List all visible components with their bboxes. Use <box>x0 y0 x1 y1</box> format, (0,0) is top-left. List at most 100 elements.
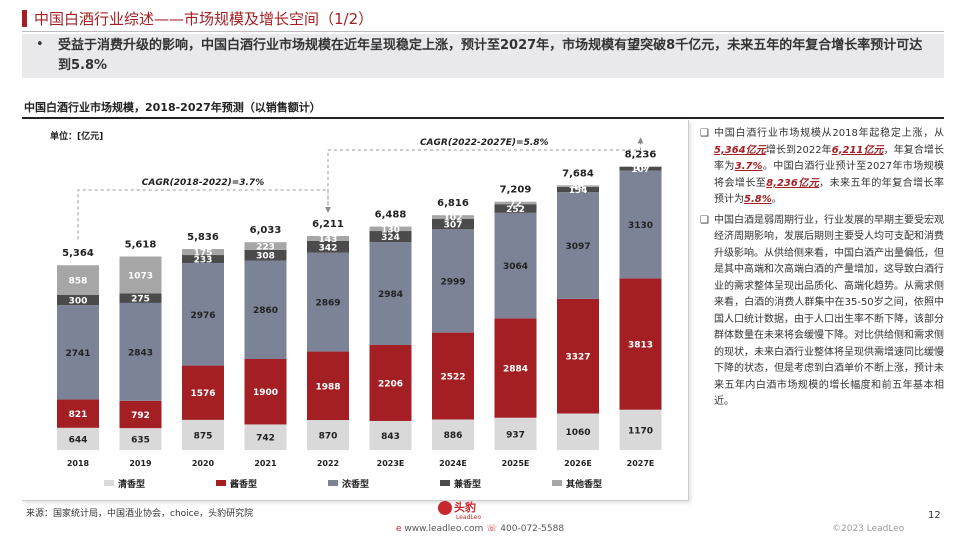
data-label: 130 <box>381 225 400 235</box>
x-tick-label: 2021 <box>254 459 277 468</box>
bar-segment <box>244 424 287 450</box>
bar-segment <box>369 231 412 243</box>
checkbox-icon: ❑ <box>700 128 709 139</box>
data-label: 2869 <box>315 299 340 309</box>
highlight-value: 5,364亿元 <box>714 144 766 156</box>
legend: 清香型 酱香型 浓香型 兼香型 其他香型 <box>104 478 602 490</box>
total-label: 6,211 <box>312 219 344 230</box>
data-label: 2976 <box>190 311 215 321</box>
data-label: 308 <box>256 252 275 262</box>
data-label: 1900 <box>253 388 278 398</box>
totals-layer: 5,364 5,618 5,836 6,033 6,211 6,488 6,816 7,209… <box>62 149 656 259</box>
bar-segment <box>119 428 162 450</box>
legend-label: 清香型 <box>118 478 145 490</box>
bar-segment <box>432 332 474 420</box>
title-accent-bar <box>22 10 27 27</box>
bar-segment <box>432 218 474 230</box>
data-label: 223 <box>256 243 275 253</box>
note-text: ，年复合增长率为 <box>714 144 945 173</box>
legend-swatch <box>440 480 450 486</box>
x-tick-label: 2020 <box>192 459 215 468</box>
copyright: ©2023 LeadLeo <box>832 524 905 534</box>
data-label: 154 <box>569 186 588 196</box>
data-label: 2522 <box>440 373 465 383</box>
data-label: 143 <box>319 235 338 245</box>
cagr-bracket <box>327 137 644 211</box>
x-tick-label: 2019 <box>129 459 152 468</box>
side-note-2: ❑ 中国白酒是弱周期行业，行业发展的早期主要受宏观经济周期影响，发展后期则主要受人… <box>700 213 944 411</box>
bar-segment <box>432 229 474 333</box>
bar-segment <box>494 201 537 205</box>
data-label: 821 <box>69 410 88 420</box>
x-tick-label: 2027E <box>627 459 655 468</box>
bar-segment <box>57 294 99 306</box>
data-label: 2741 <box>65 349 90 359</box>
x-tick-label: 2024E <box>439 459 467 468</box>
data-label: 635 <box>131 436 150 446</box>
data-label: 300 <box>69 296 88 306</box>
legend-label: 兼香型 <box>453 478 481 490</box>
highlight-value: 6,211亿元 <box>831 144 884 156</box>
legend-swatch <box>216 480 226 486</box>
cagr-label: CAGR(2022-2027E)=5.8% <box>420 138 549 148</box>
note-text: 。中国白酒行业预计至2027年市场规模将会增长至 <box>714 161 945 189</box>
note-text: ，未来五年的年复合增长率预计为 <box>714 177 944 206</box>
data-label: 2843 <box>128 348 153 358</box>
legend-label: 浓香型 <box>342 478 369 490</box>
bar-segment <box>557 192 599 299</box>
data-label: 233 <box>194 256 213 266</box>
total-label: 7,209 <box>500 185 532 196</box>
data-label: 72 <box>509 199 522 209</box>
x-tick-label: 2022 <box>317 459 339 468</box>
data-label: 3097 <box>565 242 590 252</box>
bar-segment <box>307 252 349 352</box>
summary-text: 受益于消费升级的影响，中国白酒行业市场规模在近年呈现稳定上涨，预计至2027年，… <box>58 38 923 73</box>
bar-segment <box>182 419 224 450</box>
note-text: 中国白酒行业市场规模从2018年起稳定上涨，从 <box>714 128 944 139</box>
title-divider <box>22 31 944 32</box>
page-title: 中国白酒行业综述——市场规模及增长空间（1/2） <box>34 10 374 28</box>
data-label: 324 <box>381 233 400 243</box>
website-link[interactable]: www.leadleo.com <box>404 524 484 534</box>
data-label: 46 <box>572 183 585 193</box>
total-label: 8,236 <box>625 149 657 160</box>
bar-segment <box>557 186 599 193</box>
total-label: 5,364 <box>62 248 94 259</box>
logo-text-en: LeadLeo <box>456 514 482 521</box>
x-tick-label: 2025E <box>502 459 530 468</box>
data-label: 3064 <box>503 262 528 272</box>
note-text: 中国白酒是弱周期行业，行业发展的早期主要受宏观经济周期影响，发展后期则主要受人均… <box>714 214 944 408</box>
data-label: 2984 <box>378 290 403 300</box>
chart-title-rule <box>22 117 944 119</box>
data-label: 1576 <box>190 389 215 399</box>
total-label: 6,488 <box>375 210 407 221</box>
total-label: 5,836 <box>187 232 219 243</box>
data-label: 175 <box>194 249 213 259</box>
bar-segment <box>244 358 287 425</box>
chart-frame <box>22 120 689 501</box>
bar-segment <box>619 409 662 450</box>
data-label: 275 <box>131 295 150 305</box>
data-label: 886 <box>444 431 463 441</box>
data-label: 644 <box>69 435 88 445</box>
data-label: 937 <box>506 430 525 440</box>
data-label: 2999 <box>440 277 465 287</box>
bar-segment <box>57 305 99 400</box>
bar-segment <box>119 302 162 401</box>
footer-contact: e www.leadleo.com ☏ 400-072-5588 <box>396 524 564 534</box>
data-label: 2860 <box>253 306 278 316</box>
side-notes: ❑ 中国白酒行业市场规模从2018年起稳定上涨，从 5,364亿元增长到2022年6… <box>700 126 944 502</box>
cagr-annotations: CAGR(2018-2022)=3.7% CAGR(2022-2027E)=5.8… <box>77 137 644 240</box>
cagr-label: CAGR(2018-2022)=3.7% <box>142 178 264 188</box>
total-label: 6,816 <box>437 198 469 209</box>
data-label: 3327 <box>565 353 590 363</box>
bar-segment <box>119 400 162 429</box>
data-label: 858 <box>69 277 88 287</box>
bar-segment <box>307 351 349 421</box>
highlight-value: 8,236亿元 <box>766 177 820 189</box>
legend-swatch <box>552 480 562 486</box>
data-label: 1073 <box>128 271 153 281</box>
legend-label: 其他香型 <box>566 478 602 490</box>
total-label: 6,033 <box>250 225 282 236</box>
note-text: 。 <box>771 194 782 205</box>
